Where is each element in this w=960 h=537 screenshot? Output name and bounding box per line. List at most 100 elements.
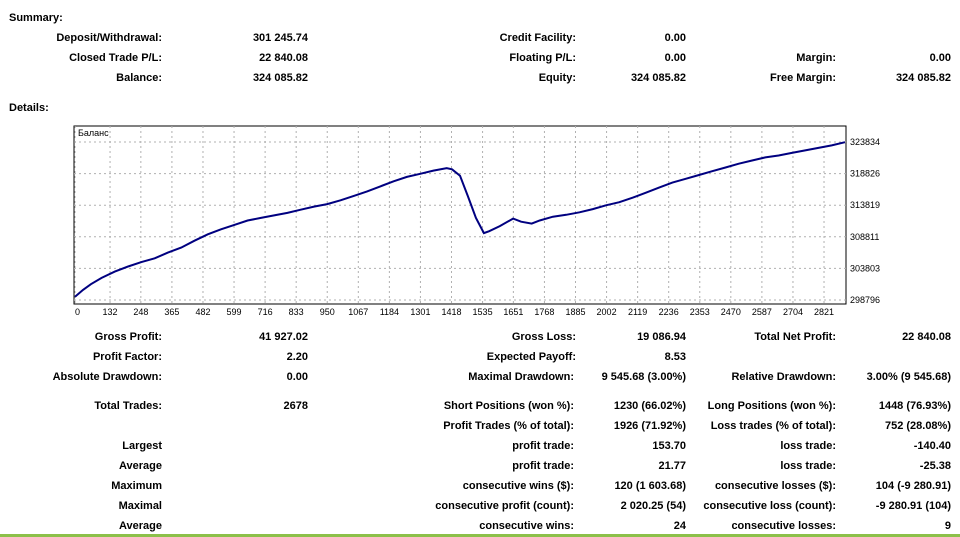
y-tick-label: 313819 (850, 200, 880, 210)
x-tick-label: 716 (258, 307, 273, 317)
x-tick-label: 1535 (473, 307, 493, 317)
profit-trades-value: 1926 (71.92%) (613, 420, 686, 432)
max-consecutive-losses-label: consecutive losses ($): (714, 480, 836, 492)
closed-trade-value: 22 840.08 (259, 52, 308, 64)
x-tick-labels: 0 132 248 365 482 599 716 833 950 1067 1184 1301 141… (75, 307, 834, 317)
equity-value: 324 085.82 (630, 72, 686, 84)
total-trades-label: Total Trades: (94, 400, 162, 412)
expected-payoff-label: Expected Payoff: (486, 351, 576, 363)
chart-plot-frame (73, 125, 847, 305)
average-profit-value: 21.77 (658, 460, 686, 472)
maximal-consecutive-profit-label: consecutive profit (count): (435, 500, 574, 512)
x-tick-label: 833 (289, 307, 304, 317)
largest-loss-label: loss trade: (780, 440, 836, 452)
short-positions-label: Short Positions (won %): (443, 400, 574, 412)
equity-label: Equity: (538, 72, 576, 84)
maximal-consecutive-loss-value: -9 280.91 (104) (875, 500, 951, 512)
max-consecutive-wins-value: 120 (1 603.68) (614, 480, 686, 492)
x-tick-label: 1184 (380, 307, 399, 317)
x-tick-label: 2119 (628, 307, 647, 317)
loss-trades-value: 752 (28.08%) (884, 420, 951, 432)
y-tick-label: 308811 (850, 232, 879, 242)
x-tick-label: 950 (320, 307, 335, 317)
largest-profit-value: 153.70 (652, 440, 686, 452)
maximal-consecutive-profit-value: 2 020.25 (54) (620, 500, 686, 512)
chart-grid (74, 126, 846, 304)
balance-line (74, 141, 846, 298)
x-tick-label: 2353 (690, 307, 710, 317)
total-trades-value: 2678 (283, 400, 308, 412)
profit-factor-value: 2.20 (286, 351, 308, 363)
x-tick-label: 132 (103, 307, 118, 317)
expected-payoff-value: 8.53 (664, 351, 686, 363)
average-consecutive-wins-value: 24 (673, 520, 686, 532)
x-tick-label: 365 (164, 307, 179, 317)
balance-value: 324 085.82 (252, 72, 308, 84)
y-tick-label: 303803 (850, 263, 880, 273)
average-label: Average (118, 460, 162, 472)
margin-value: 0.00 (929, 52, 951, 64)
y-tick-label: 323834 (850, 137, 880, 147)
x-tick-label: 1651 (503, 307, 523, 317)
average-consecutive-label: Average (118, 520, 162, 532)
x-tick-label: 2821 (814, 307, 834, 317)
x-tick-label: 1067 (348, 307, 368, 317)
average-consecutive-losses-value: 9 (944, 520, 951, 532)
x-tick-label: 599 (227, 307, 242, 317)
total-net-label: Total Net Profit: (754, 331, 836, 343)
x-tick-label: 248 (133, 307, 148, 317)
credit-label: Credit Facility: (499, 32, 576, 44)
x-tick-label: 1885 (565, 307, 585, 317)
average-loss-value: -25.38 (919, 460, 951, 472)
x-tick-label: 2236 (659, 307, 679, 317)
summary-heading: Summary: (9, 12, 63, 24)
x-tick-label: 482 (195, 307, 210, 317)
long-positions-value: 1448 (76.93%) (878, 400, 951, 412)
x-tick-label: 0 (75, 307, 80, 317)
credit-value: 0.00 (664, 32, 686, 44)
gross-profit-label: Gross Profit: (94, 331, 162, 343)
chart-title: Баланс (78, 128, 109, 138)
long-positions-label: Long Positions (won %): (707, 400, 836, 412)
gross-loss-value: 19 086.94 (637, 331, 686, 343)
x-tick-label: 2002 (597, 307, 617, 317)
x-tick-label: 2470 (721, 307, 741, 317)
profit-factor-label: Profit Factor: (92, 351, 162, 363)
x-tick-label: 2587 (752, 307, 772, 317)
average-consecutive-losses-label: consecutive losses: (731, 520, 836, 532)
y-tick-labels: 298796 303803 308811 313819 318826 323834 (850, 137, 880, 305)
balance-chart: Баланс 298796 303803 308811 313819 318826 323… (73, 125, 880, 317)
balance-label: Balance: (116, 72, 162, 84)
average-profit-label: profit trade: (512, 460, 574, 472)
maximal-drawdown-value: 9 545.68 (3.00%) (601, 371, 686, 383)
x-tick-label: 1418 (441, 307, 461, 317)
largest-profit-label: profit trade: (512, 440, 574, 452)
max-consecutive-wins-label: consecutive wins ($): (462, 480, 574, 492)
x-tick-label: 1768 (534, 307, 554, 317)
bottom-divider (0, 534, 960, 537)
x-tick-label: 2704 (783, 307, 803, 317)
average-loss-label: loss trade: (780, 460, 836, 472)
absolute-drawdown-value: 0.00 (286, 371, 308, 383)
details-heading: Details: (9, 102, 49, 114)
maximal-drawdown-label: Maximal Drawdown: (468, 371, 574, 383)
gross-profit-value: 41 927.02 (259, 331, 308, 343)
maximum-label: Maximum (111, 480, 162, 492)
deposit-label: Deposit/Withdrawal: (56, 32, 162, 44)
largest-label: Largest (122, 440, 162, 452)
relative-drawdown-label: Relative Drawdown: (731, 371, 836, 383)
largest-loss-value: -140.40 (913, 440, 951, 452)
profit-trades-label: Profit Trades (% of total): (443, 420, 574, 432)
margin-label: Margin: (796, 52, 836, 64)
x-tick-label: 1301 (410, 307, 430, 317)
free-margin-label: Free Margin: (769, 72, 836, 84)
average-consecutive-wins-label: consecutive wins: (479, 520, 574, 532)
gross-loss-label: Gross Loss: (511, 331, 576, 343)
relative-drawdown-value: 3.00% (9 545.68) (866, 371, 951, 383)
short-positions-value: 1230 (66.02%) (613, 400, 686, 412)
maximal-consecutive-loss-label: consecutive loss (count): (703, 500, 836, 512)
free-margin-value: 324 085.82 (895, 72, 951, 84)
floating-value: 0.00 (664, 52, 686, 64)
floating-label: Floating P/L: (509, 52, 576, 64)
absolute-drawdown-label: Absolute Drawdown: (52, 371, 162, 383)
